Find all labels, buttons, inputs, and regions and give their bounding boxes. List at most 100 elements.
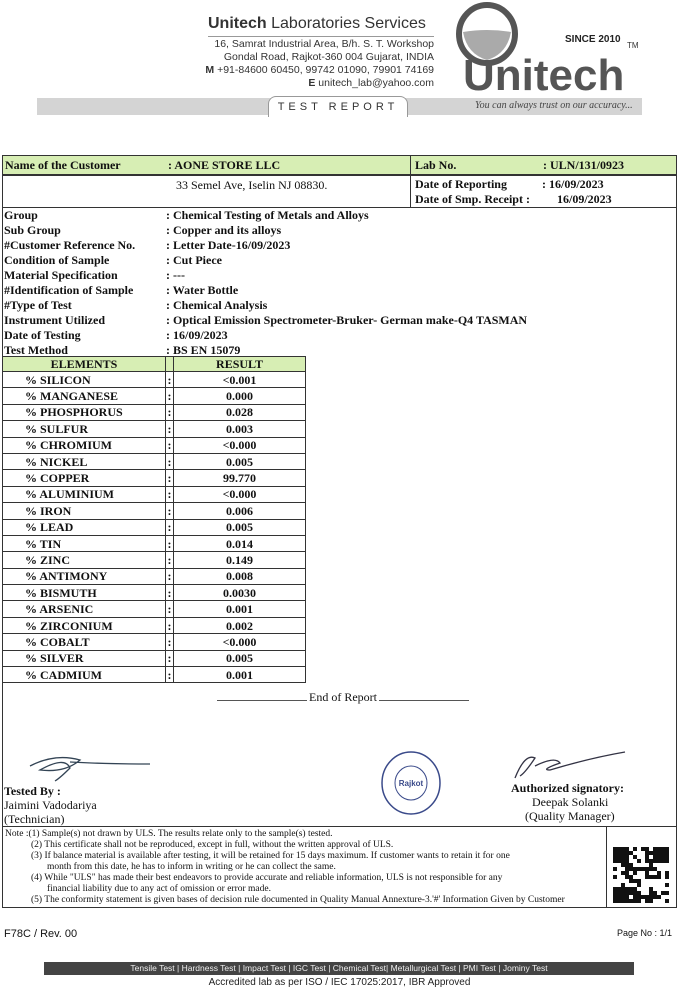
info-row: Test Method : BS EN 15079 <box>4 343 604 358</box>
colon: : <box>165 403 174 422</box>
customer-name: : AONE STORE LLC <box>168 158 281 172</box>
signatory-role: (Quality Manager) <box>525 809 615 823</box>
address-row <box>2 175 677 208</box>
note-4-cont: financial liability due to any act of om… <box>47 884 271 894</box>
info-value: : Letter Date-16/09/2023 <box>166 238 291 252</box>
element-name: % SULFUR <box>2 420 166 438</box>
table-row: % CHROMIUM: <0.000 <box>2 436 306 454</box>
element-name: % MANGANESE <box>2 387 166 405</box>
element-result: <0.000 <box>173 633 306 651</box>
colon: : <box>165 584 174 602</box>
info-value: : Copper and its alloys <box>166 223 282 237</box>
svg-text:SINCE 2010: SINCE 2010 <box>565 34 621 45</box>
element-name: % PHOSPHORUS <box>2 403 166 422</box>
address-line-1: 16, Samrat Industrial Area, B/h. S. T. W… <box>214 38 434 50</box>
mobile-label: M <box>205 64 215 76</box>
element-result: 0.014 <box>173 534 306 553</box>
info-label: #Identification of Sample <box>4 283 134 297</box>
receipt-date: 16/09/2023 <box>557 192 612 206</box>
mobile: +91-84600 60450, 99742 01090, 79901 7416… <box>217 64 434 76</box>
lab-no-label: Lab No. <box>415 158 457 172</box>
customer-address: 33 Semel Ave, Iselin NJ 08830. <box>176 178 328 192</box>
form-number: F78C / Rev. 00 <box>4 928 78 940</box>
colon: : <box>165 387 174 405</box>
element-result: <0.001 <box>173 370 306 389</box>
info-row: Date of Testing: 16/09/2023 <box>4 328 604 343</box>
colon: : <box>165 633 174 651</box>
info-label: Instrument Utilized <box>4 313 105 327</box>
element-result: 0.000 <box>173 387 306 405</box>
colon: : <box>165 534 174 553</box>
table-row: % COBALT: <0.000 <box>2 633 306 651</box>
company-name-bold: Unitech <box>208 15 267 32</box>
report-title: TEST REPORT <box>268 96 408 117</box>
element-name: % BISMUTH <box>2 584 166 602</box>
element-result: <0.000 <box>173 485 306 504</box>
element-name: % SILICON <box>2 370 166 389</box>
company-name-rest: Laboratories Services <box>271 15 426 32</box>
info-row: #Type of Test : Chemical Analysis <box>4 298 604 313</box>
table-row: % IRON:0.006 <box>2 502 306 520</box>
qr-code <box>613 847 669 903</box>
element-name: % ZINC <box>2 551 166 569</box>
elements-header: ELEMENTS <box>2 356 166 372</box>
table-row: % CADMIUM:0.001 <box>2 666 306 684</box>
note-1: Note :(1) Sample(s) not drawn by ULS. Th… <box>5 829 333 839</box>
info-label: Condition of Sample <box>4 253 110 267</box>
signatory-signature <box>514 751 626 779</box>
colon: : <box>165 485 174 504</box>
element-result: 0.149 <box>173 551 306 569</box>
divider <box>606 827 607 907</box>
element-result: 0.002 <box>173 616 306 635</box>
signatory-label: Authorized signatory: <box>511 781 624 795</box>
table-row: % BISMUTH:0.0030 <box>2 584 306 602</box>
table-row: % TIN:0.014 <box>2 534 306 553</box>
table-row: % LEAD:0.005 <box>2 518 306 536</box>
element-result: 0.001 <box>173 666 306 684</box>
table-row: % NICKEL:0.005 <box>2 452 306 471</box>
note-5: (5) The conformity statement is given ba… <box>31 895 565 905</box>
company-address: 16, Samrat Industrial Area, B/h. S. T. W… <box>205 38 434 90</box>
table-row: % SILICON: <0.001 <box>2 370 306 389</box>
element-name: % NICKEL <box>2 452 166 471</box>
info-value: : Cut Piece <box>166 253 222 267</box>
info-label: Material Specification <box>4 268 118 282</box>
element-name: % ANTIMONY <box>2 567 166 586</box>
element-result: 0.028 <box>173 403 306 422</box>
table-row: % SILVER:0.005 <box>2 649 306 668</box>
colon: : <box>165 420 174 438</box>
tested-by-name: Jaimini Vadodariya <box>4 798 97 812</box>
colon: : <box>165 436 174 454</box>
element-result: 0.005 <box>173 452 306 471</box>
info-value: : Chemical Analysis <box>166 298 268 312</box>
tested-by-role: (Technician) <box>4 812 65 826</box>
mobile-line: M +91-84600 60450, 99742 01090, 79901 74… <box>205 64 434 77</box>
element-name: % ALUMINIUM <box>2 485 166 504</box>
element-result: 0.001 <box>173 600 306 618</box>
reporting-label: Date of Reporting <box>415 177 507 191</box>
svg-text:TM: TM <box>627 41 639 50</box>
info-label: Test Method <box>4 343 68 357</box>
table-row: % PHOSPHORUS:0.028 <box>2 403 306 422</box>
info-value: : BS EN 15079 <box>166 343 241 357</box>
email: unitech_lab@yahoo.com <box>318 77 434 89</box>
element-name: % TIN <box>2 534 166 553</box>
address-line-2: Gondal Road, Rajkot-360 004 Gujarat, IND… <box>223 51 434 63</box>
table-row: % SULFUR:0.003 <box>2 420 306 438</box>
table-row: % COPPER:99.770 <box>2 469 306 487</box>
info-label: #Type of Test <box>4 298 72 312</box>
email-line: E unitech_lab@yahoo.com <box>205 77 434 90</box>
table-row: % ZINC:0.149 <box>2 551 306 569</box>
element-name: % CHROMIUM <box>2 436 166 454</box>
header-gap <box>165 356 174 372</box>
results-table: ELEMENTS RESULT % SILICON: <0.001% MANGAN… <box>2 356 306 684</box>
accreditation: Accredited lab as per ISO / IEC 17025:20… <box>208 977 471 988</box>
info-row: Sub Group: Copper and its alloys <box>4 223 604 238</box>
colon: : <box>165 502 174 520</box>
element-result: <0.000 <box>173 436 306 454</box>
table-row: % ARSENIC:0.001 <box>2 600 306 618</box>
element-result: 0.005 <box>173 649 306 668</box>
colon: : <box>165 370 174 389</box>
tagline: You can always trust on our accuracy... <box>475 100 633 111</box>
info-value: : --- <box>166 268 185 282</box>
